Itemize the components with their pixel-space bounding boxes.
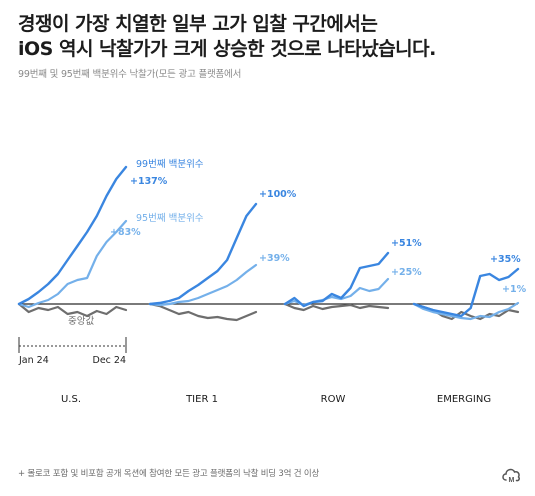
series-line-median-row	[283, 302, 390, 312]
series-line-p95-emerging	[412, 301, 520, 321]
region-label-tier1: TIER 1	[185, 394, 218, 405]
region-label-emerging: EMERGING	[437, 394, 491, 405]
series-line-p95-row	[283, 277, 390, 307]
series-line-p99-us	[17, 165, 128, 306]
series-line-p95-us	[17, 219, 128, 309]
end-value-label-p99-4: +35%	[490, 254, 521, 265]
region-label-row: ROW	[321, 394, 346, 405]
end-value-label-p95-4: +1%	[502, 284, 527, 295]
series-label-median: 중앙값	[68, 315, 94, 327]
series-line-p99-emerging	[412, 267, 520, 318]
time-axis-label-start: Jan 24	[18, 355, 49, 366]
moloco-logo-icon: M	[502, 468, 520, 484]
title-line-2: iOS 역시 낙찰가가 크게 상승한 것으로 나타났습니다.	[18, 38, 436, 60]
end-value-label-p99-2: +100%	[259, 189, 297, 200]
series-line-p95-tier1	[148, 263, 258, 307]
end-value-label-p95-2: +39%	[259, 253, 290, 264]
region-label-us: U.S.	[61, 394, 81, 405]
chart-title: 경쟁이 가장 치열한 일부 고가 입찰 구간에서는 iOS 역시 낙찰가가 크게…	[18, 12, 523, 62]
title-line-1: 경쟁이 가장 치열한 일부 고가 입찰 구간에서는	[18, 13, 378, 35]
series-label-p95: 95번째 백분위수	[136, 212, 204, 224]
time-axis-label-end: Dec 24	[93, 355, 127, 366]
end-value-label-p99-1: +137%	[130, 176, 168, 187]
series-line-median-us	[17, 302, 128, 318]
series-line-p99-tier1	[148, 202, 258, 306]
series-line-median-tier1	[148, 302, 258, 322]
end-value-label-p95-3: +25%	[391, 267, 422, 278]
svg-text:M: M	[509, 477, 515, 484]
series-line-p99-row	[283, 251, 390, 308]
end-value-label-p95-1: +83%	[110, 227, 141, 238]
end-value-label-p99-3: +51%	[391, 238, 422, 249]
chart-subtitle: 99번째 및 95번째 백분위수 낙찰가(모든 광고 플랫폼에서	[18, 69, 242, 80]
footnote: + 몰로코 포함 및 비포함 공개 옥션에 참여한 모든 광고 플랫폼의 낙찰 …	[18, 469, 320, 479]
series-label-p99: 99번째 백분위수	[136, 158, 204, 170]
